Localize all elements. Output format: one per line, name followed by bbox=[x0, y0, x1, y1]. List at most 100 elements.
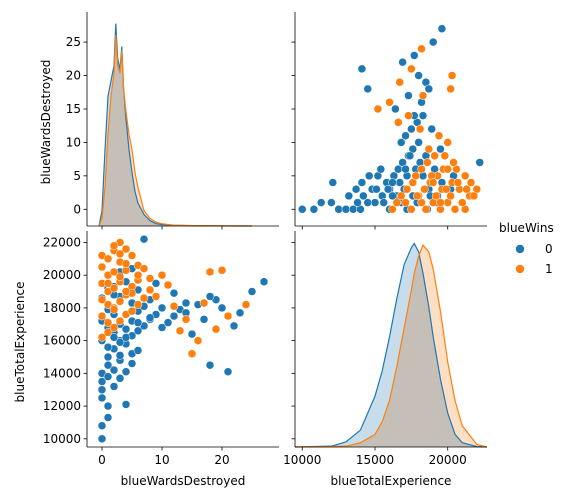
p01-point-0-2 bbox=[334, 205, 343, 214]
p10-point-1-42 bbox=[217, 266, 227, 275]
p10-point-0-51 bbox=[103, 342, 113, 352]
p10-point-0-20 bbox=[121, 367, 131, 376]
p10-ytick-label-4: 18000 bbox=[43, 301, 81, 315]
exp-kde-line-0 bbox=[294, 242, 488, 448]
p10-point-0-73 bbox=[205, 292, 215, 301]
p10-point-0-7 bbox=[103, 401, 113, 411]
p10-point-0-71 bbox=[169, 288, 179, 298]
p10-point-1-40 bbox=[205, 267, 215, 277]
p01-point-0-51 bbox=[379, 198, 388, 207]
diag-exp-panel: 10000 15000 20000 bbox=[283, 231, 488, 467]
p10-xtick-label-0: 0 bbox=[98, 453, 106, 467]
p01-point-0-73 bbox=[424, 84, 434, 94]
wards-kde-line-0 bbox=[98, 23, 253, 227]
p01-point-1-13 bbox=[446, 191, 455, 201]
p00-ytick-label-0: 0 bbox=[73, 202, 81, 216]
diag-wards-panel: 0 5 10 15 20 25 bbox=[66, 12, 279, 230]
p10-point-1-0 bbox=[97, 311, 107, 321]
p10-point-0-76 bbox=[121, 333, 131, 342]
p01-point-1-48 bbox=[453, 178, 463, 187]
p10-point-0-36 bbox=[169, 311, 179, 321]
p01-point-0-69 bbox=[475, 158, 484, 167]
p10-point-1-15 bbox=[115, 316, 125, 326]
p01-point-1-44 bbox=[388, 205, 397, 214]
exp-kde-overlap bbox=[295, 256, 487, 447]
p10-point-1-55 bbox=[145, 274, 155, 283]
p01-point-1-57 bbox=[385, 98, 394, 107]
p10-point-0-26 bbox=[133, 346, 143, 355]
p01-point-1-34 bbox=[443, 138, 452, 147]
p01-point-1-55 bbox=[440, 151, 450, 161]
p10-point-1-51 bbox=[115, 249, 125, 259]
p01-point-1-16 bbox=[420, 184, 429, 194]
p01-point-0-0 bbox=[298, 205, 307, 214]
p10-xtick-label-1: 10 bbox=[154, 453, 169, 467]
p01-point-0-53 bbox=[395, 178, 404, 187]
p10-point-1-13 bbox=[109, 267, 119, 277]
legend-label-1: 1 bbox=[545, 262, 553, 276]
p11-xtick-label-0: 10000 bbox=[283, 453, 321, 467]
p01-point-1-46 bbox=[412, 191, 422, 201]
p01-point-0-12 bbox=[359, 191, 368, 201]
p10-point-0-0 bbox=[97, 434, 107, 444]
p01-point-1-52 bbox=[436, 198, 445, 207]
p01-point-1-45 bbox=[401, 198, 410, 207]
legend-marker-0 bbox=[515, 244, 525, 254]
p10-point-0-69 bbox=[139, 234, 149, 244]
p01-point-0-75 bbox=[383, 184, 393, 194]
p10-point-0-50 bbox=[109, 333, 119, 342]
p01-point-1-42 bbox=[447, 71, 457, 80]
p01-point-1-15 bbox=[402, 184, 412, 194]
p10-ytick-label-3: 16000 bbox=[43, 334, 81, 348]
p10-point-1-10 bbox=[109, 323, 119, 332]
p01-point-1-50 bbox=[469, 191, 479, 201]
p10-point-1-1 bbox=[97, 295, 107, 304]
p10-point-0-11 bbox=[109, 382, 119, 391]
p10-point-1-45 bbox=[103, 318, 113, 327]
p10-point-1-39 bbox=[199, 298, 209, 308]
p10-point-0-8 bbox=[103, 372, 113, 381]
p11-xtick-label-1: 15000 bbox=[356, 453, 394, 467]
legend-title: blueWins bbox=[499, 221, 554, 235]
p01-point-0-10 bbox=[370, 198, 380, 207]
xlabel-right: blueTotalExperience bbox=[331, 474, 452, 488]
p01-point-1-35 bbox=[434, 131, 444, 140]
p10-point-0-34 bbox=[157, 323, 167, 332]
p01-point-1-41 bbox=[395, 77, 404, 87]
p10-point-0-3 bbox=[97, 385, 107, 394]
p10-point-1-50 bbox=[109, 241, 119, 250]
p01-point-0-15 bbox=[351, 184, 361, 194]
p10-point-1-35 bbox=[163, 280, 173, 290]
p01-point-1-47 bbox=[442, 184, 451, 194]
p10-point-1-56 bbox=[175, 326, 185, 336]
p10-point-1-27 bbox=[133, 300, 143, 309]
p01-point-1-27 bbox=[417, 164, 426, 174]
p01-point-1-31 bbox=[449, 158, 458, 167]
p10-point-1-33 bbox=[151, 292, 161, 301]
p01-point-0-52 bbox=[372, 184, 381, 194]
p10-point-1-41 bbox=[211, 324, 221, 334]
p01-point-0-22 bbox=[364, 171, 374, 181]
p10-point-0-41 bbox=[199, 315, 209, 324]
p01-point-0-49 bbox=[437, 24, 447, 33]
p10-ytick-label-2: 14000 bbox=[43, 366, 81, 380]
p10-point-1-12 bbox=[109, 284, 119, 293]
p01-point-1-38 bbox=[373, 104, 383, 114]
p01-point-1-32 bbox=[430, 151, 439, 161]
p01-point-0-76 bbox=[388, 178, 397, 187]
p10-point-1-47 bbox=[115, 272, 125, 282]
legend-label-0: 0 bbox=[545, 242, 553, 256]
p01-point-0-34 bbox=[396, 138, 406, 147]
p10-point-1-58 bbox=[223, 311, 233, 321]
p10-point-1-53 bbox=[121, 287, 131, 296]
p01-point-0-1 bbox=[309, 205, 319, 214]
p01-point-1-26 bbox=[460, 171, 470, 181]
p10-point-1-48 bbox=[121, 259, 131, 268]
p01-point-1-54 bbox=[443, 164, 452, 174]
p00-ytick-label-4: 20 bbox=[66, 69, 81, 83]
p10-point-1-44 bbox=[97, 333, 107, 342]
p10-point-0-15 bbox=[115, 374, 125, 383]
p10-ytick-label-6: 22000 bbox=[43, 235, 81, 249]
p10-point-0-42 bbox=[205, 360, 215, 370]
